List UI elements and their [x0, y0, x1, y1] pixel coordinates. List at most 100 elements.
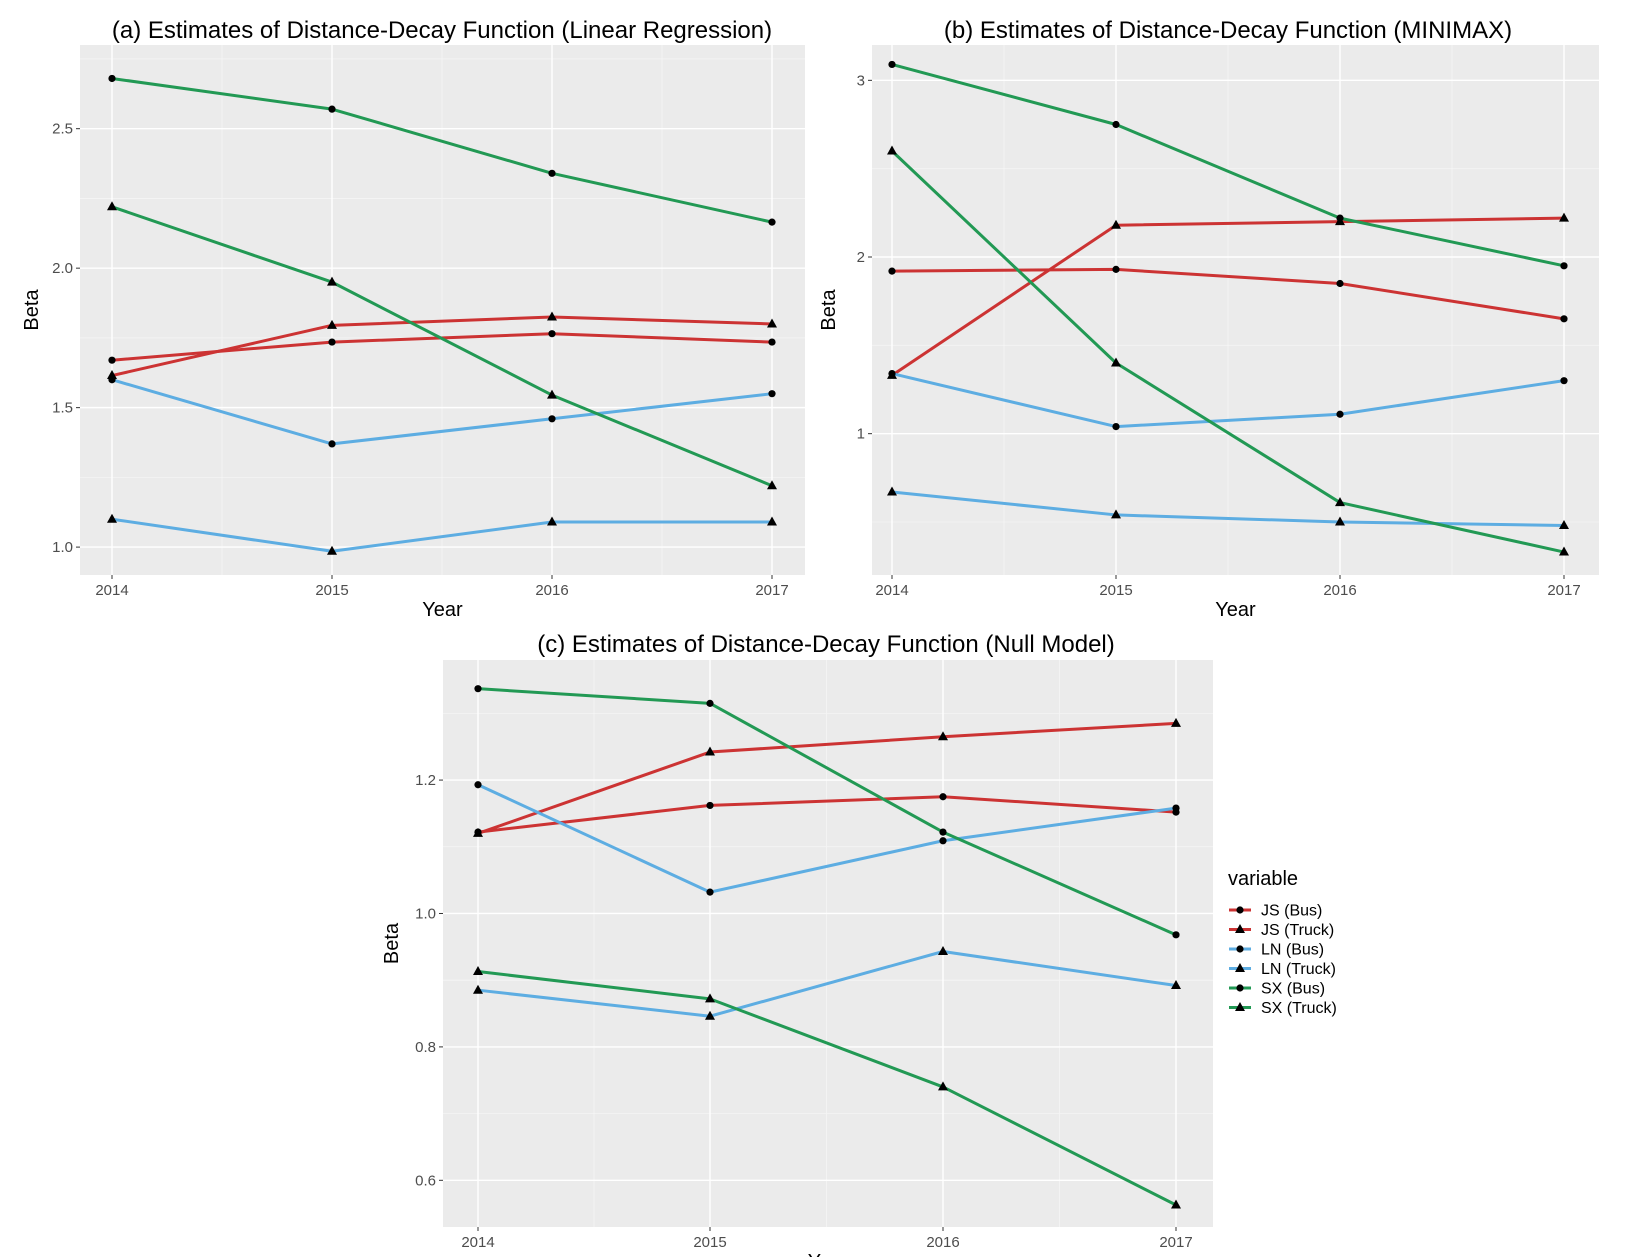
x-tick-label: 2017	[1159, 1234, 1192, 1251]
x-axis-title: Year	[422, 599, 463, 621]
legend-label: SX (Bus)	[1261, 981, 1325, 998]
y-tick-label: 1.0	[415, 905, 436, 922]
data-point-ln-bus	[108, 376, 116, 384]
series-line-ln-truck	[110, 517, 774, 553]
chart-panel-a: 1.0 1.5 2.0 2.5 2014 2015 2016 2017 (a) Estimate…	[21, 17, 805, 621]
series-line-ln-bus	[890, 372, 1566, 429]
legend-item: LN (Truck)	[1229, 961, 1336, 978]
data-point-sx-bus	[328, 105, 336, 113]
data-point-js-bus	[548, 330, 556, 338]
data-point-js-bus	[108, 356, 116, 364]
data-point-sx-bus	[108, 74, 116, 83]
series-line-ln-bus	[476, 783, 1178, 894]
data-point-sx-truck	[1559, 546, 1569, 556]
series-line-sx-bus	[476, 687, 1178, 937]
data-point-ln-truck	[327, 545, 337, 555]
series-line-sx-bus	[110, 76, 774, 224]
legend-item: JS (Bus)	[1229, 903, 1322, 920]
x-tick-label: 2016	[926, 1234, 959, 1251]
legend-item: SX (Truck)	[1229, 1000, 1337, 1017]
plot-background	[872, 45, 1599, 575]
y-axis-title: Beta	[21, 289, 43, 331]
data-point-sx-truck	[887, 145, 897, 155]
data-point-sx-bus	[548, 169, 556, 177]
data-point-sx-bus	[1336, 214, 1344, 222]
data-point-ln-bus	[768, 390, 776, 398]
data-point-js-bus	[1336, 279, 1344, 288]
legend-key-marker	[1236, 984, 1244, 992]
chart-title: (c) Estimates of Distance-Decay Function…	[537, 631, 1115, 658]
data-point-js-bus	[1112, 265, 1120, 273]
chart-title: (b) Estimates of Distance-Decay Function…	[944, 17, 1512, 44]
data-point-js-bus	[888, 267, 896, 275]
data-point-js-truck	[473, 827, 483, 837]
data-point-js-bus	[768, 338, 776, 346]
legend-item: SX (Bus)	[1229, 981, 1325, 998]
data-point-ln-truck	[1559, 520, 1569, 530]
series-line-ln-truck	[890, 490, 1566, 528]
data-point-ln-bus	[474, 781, 482, 789]
data-point-js-truck	[327, 319, 337, 329]
y-tick-label: 2.5	[52, 121, 73, 138]
x-tick-label: 2014	[95, 582, 128, 599]
data-point-sx-bus	[706, 699, 714, 707]
data-point-ln-truck	[767, 516, 777, 526]
y-tick-label: 0.6	[415, 1172, 436, 1189]
y-tick-label: 1.0	[52, 539, 73, 556]
data-point-ln-bus	[548, 415, 556, 423]
data-point-js-bus	[1560, 315, 1568, 323]
legend-key-marker	[1235, 963, 1245, 972]
data-point-ln-bus	[1112, 423, 1120, 431]
data-point-sx-bus	[768, 218, 776, 226]
legend-title: variable	[1228, 868, 1298, 890]
data-point-ln-truck	[107, 513, 117, 523]
data-point-sx-bus	[1172, 931, 1180, 939]
x-tick-label: 2017	[1547, 582, 1580, 599]
data-point-sx-bus	[939, 828, 947, 836]
series-line-sx-truck	[890, 149, 1566, 554]
y-tick-label: 1	[857, 426, 865, 443]
y-tick-label: 2	[857, 249, 865, 266]
chart-panel-c: 0.6 0.8 1.0 1.2 2014 2015 2016 2017 (c) Estimate…	[381, 631, 1213, 1257]
data-point-ln-truck	[1171, 980, 1181, 990]
data-point-sx-truck	[705, 993, 715, 1003]
data-point-ln-truck	[1335, 516, 1345, 526]
data-point-js-bus	[706, 801, 714, 810]
data-point-js-truck	[938, 731, 948, 741]
plot-background	[80, 45, 805, 575]
legend-item: LN (Bus)	[1229, 942, 1324, 959]
data-point-sx-bus	[474, 685, 482, 693]
y-axis-title: Beta	[381, 922, 403, 964]
x-tick-label: 2015	[315, 582, 348, 599]
data-point-sx-truck	[473, 966, 483, 976]
y-tick-label: 2.0	[52, 260, 73, 277]
legend-key-marker	[1235, 924, 1245, 933]
x-tick-label: 2014	[875, 582, 908, 599]
data-point-js-truck	[705, 746, 715, 756]
chart-panel-b: 1 2 3 2014 2015 2016 2017 (b) Estimates of Dist…	[818, 17, 1599, 621]
data-point-ln-bus	[1172, 804, 1180, 812]
legend-label: SX (Truck)	[1261, 1000, 1337, 1017]
data-point-sx-truck	[547, 389, 557, 399]
data-point-ln-truck	[473, 984, 483, 994]
data-point-ln-bus	[1336, 410, 1344, 418]
x-tick-label: 2015	[1099, 582, 1132, 599]
data-point-sx-bus	[1112, 120, 1120, 129]
series-line-js-bus	[890, 267, 1566, 321]
data-point-sx-bus	[888, 60, 896, 69]
data-point-ln-truck	[887, 486, 897, 496]
series-line-js-truck	[110, 315, 774, 378]
x-tick-label: 2016	[1323, 582, 1356, 599]
y-tick-label: 3	[857, 72, 865, 89]
legend-label: LN (Truck)	[1261, 961, 1336, 978]
series-line-js-bus	[476, 795, 1178, 834]
data-point-js-bus	[939, 793, 947, 801]
x-tick-label: 2014	[461, 1234, 494, 1251]
series-line-ln-bus	[110, 378, 774, 446]
x-axis-title: Year	[808, 1251, 849, 1257]
data-point-js-truck	[1559, 212, 1569, 222]
data-point-ln-truck	[547, 516, 557, 526]
data-point-js-truck	[1171, 717, 1181, 727]
series-line-sx-truck	[110, 205, 774, 488]
